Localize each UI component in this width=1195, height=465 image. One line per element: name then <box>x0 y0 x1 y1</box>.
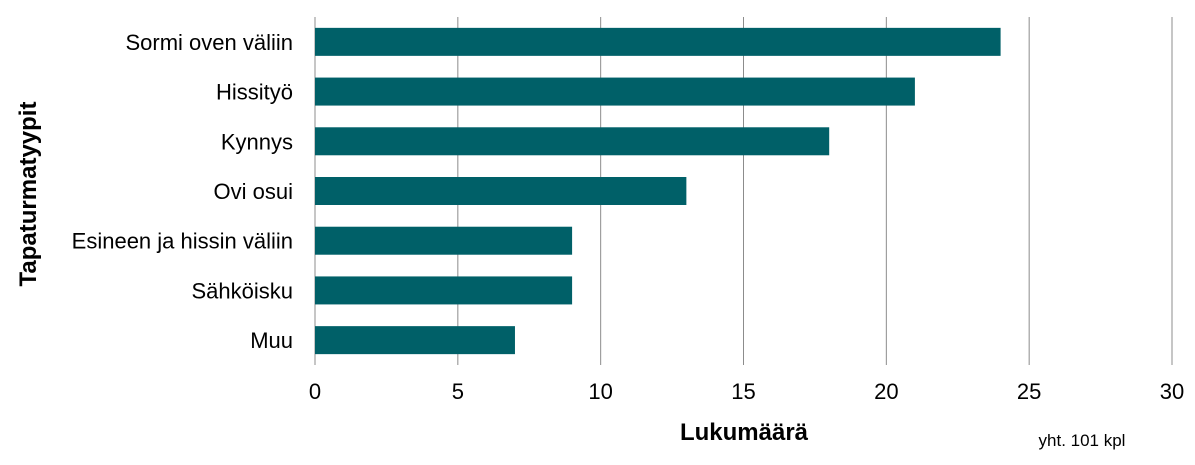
category-label: Ovi osui <box>214 179 293 204</box>
x-axis-title: Lukumäärä <box>680 419 809 446</box>
x-tick-label: 10 <box>588 379 612 404</box>
category-label: Sormi oven väliin <box>125 30 293 55</box>
bar <box>315 276 573 305</box>
bar <box>315 326 515 355</box>
x-tick-label: 15 <box>731 379 755 404</box>
x-tick-label: 30 <box>1160 379 1184 404</box>
category-label: Esineen ja hissin väliin <box>72 229 293 254</box>
bar <box>315 127 830 156</box>
x-tick-label: 0 <box>309 379 321 404</box>
category-label: Muu <box>250 328 293 353</box>
y-axis-title: Tapaturmatyypit <box>15 102 42 287</box>
bars <box>315 27 1001 355</box>
x-tick-label: 25 <box>1017 379 1041 404</box>
x-tick-label: 5 <box>452 379 464 404</box>
total-note: yht. 101 kpl <box>1039 431 1126 450</box>
category-label: Kynnys <box>221 129 293 154</box>
bar <box>315 226 573 255</box>
category-label: Hissityö <box>216 80 293 105</box>
category-labels: Sormi oven väliin Hissityö Kynnys Ovi osui E… <box>72 30 293 353</box>
bar <box>315 177 687 205</box>
bar <box>315 27 1001 56</box>
category-label: Sähköisku <box>191 278 293 303</box>
x-tick-label: 20 <box>874 379 898 404</box>
bar <box>315 77 915 106</box>
x-tick-labels: 0 5 10 15 20 25 30 <box>309 379 1184 404</box>
